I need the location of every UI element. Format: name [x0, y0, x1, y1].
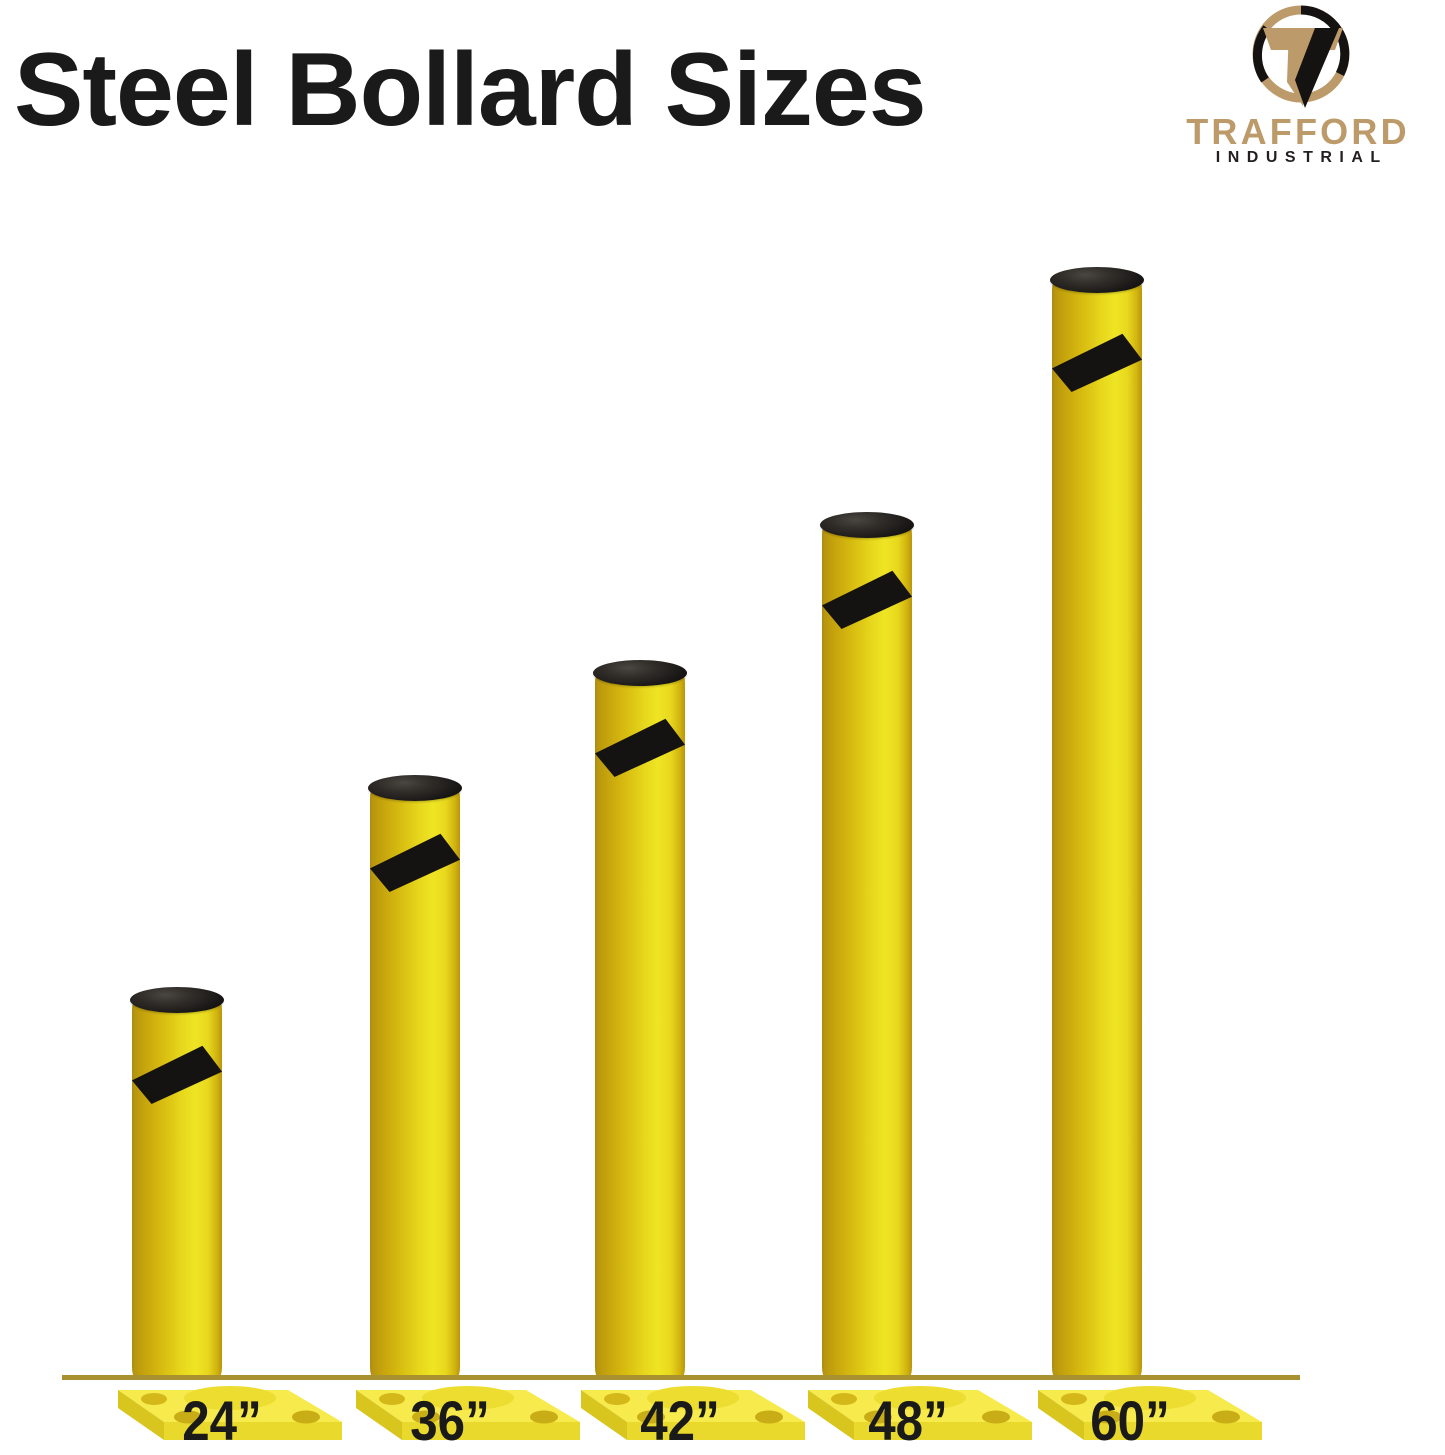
bollard-base-plate — [800, 1360, 1040, 1455]
bollard-reflective-stripe — [595, 715, 685, 777]
bollard-60 — [1030, 75, 1270, 1455]
bollard-tube — [595, 673, 685, 1377]
bollard-base-plate — [110, 1360, 350, 1455]
bollard-24 — [110, 75, 350, 1455]
logo-subwordmark: INDUSTRIAL — [1215, 149, 1388, 166]
bollard-36 — [348, 75, 588, 1455]
bollard-base-plate — [348, 1360, 588, 1455]
bollard-reflective-stripe — [370, 830, 460, 892]
bollard-tube — [1052, 280, 1142, 1377]
bollard-label-48: 48” — [868, 1389, 948, 1452]
baseline-rule — [62, 1375, 1300, 1380]
brand-logo: TRAFFORD INDUSTRIAL — [1163, 2, 1433, 174]
trafford-monogram-icon — [1247, 2, 1355, 114]
bollard-cap-icon — [820, 512, 914, 538]
bollard-tube — [822, 525, 912, 1377]
bollard-reflective-stripe — [1052, 330, 1142, 392]
bollard-label-36: 36” — [410, 1389, 490, 1452]
bollard-reflective-stripe — [822, 567, 912, 629]
bollard-cap-icon — [130, 987, 224, 1013]
bollard-cap-icon — [1050, 267, 1144, 293]
bollard-reflective-stripe — [132, 1042, 222, 1104]
bollard-base-plate — [573, 1360, 813, 1455]
bollard-label-60: 60” — [1090, 1389, 1170, 1452]
bollard-42 — [573, 75, 813, 1455]
bollard-cap-icon — [368, 775, 462, 801]
logo-wordmark: TRAFFORD — [1186, 111, 1410, 152]
bollard-label-42: 42” — [640, 1389, 720, 1452]
bollard-48 — [800, 75, 1040, 1455]
bollard-cap-icon — [593, 660, 687, 686]
page-title: Steel Bollard Sizes — [14, 32, 927, 148]
bollard-label-24: 24” — [182, 1389, 262, 1452]
bollard-base-plate — [1030, 1360, 1270, 1455]
